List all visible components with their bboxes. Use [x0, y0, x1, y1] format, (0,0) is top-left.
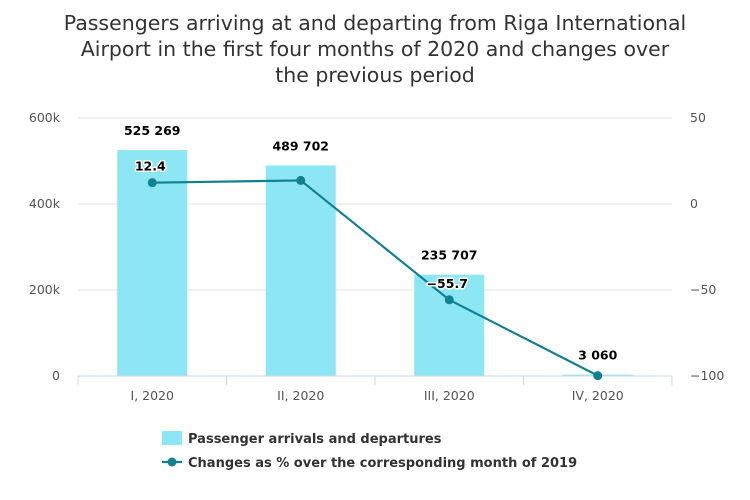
- bar-value-label: 235 707: [421, 248, 478, 263]
- line-point-2[interactable]: [296, 175, 306, 185]
- legend: Passenger arrivals and departures Changes…: [162, 431, 577, 471]
- chart-title-line: Airport in the first four months of 2020…: [81, 37, 670, 61]
- y-right-tick-label: −100: [690, 368, 724, 383]
- legend-item-bars[interactable]: Passenger arrivals and departures: [188, 432, 442, 447]
- legend-item-line[interactable]: Changes as % over the corresponding mont…: [188, 456, 577, 471]
- bar-series: [117, 150, 633, 376]
- bar-2[interactable]: [265, 165, 336, 376]
- chart-title-line: the previous period: [275, 63, 475, 87]
- line-value-label: −55.7: [427, 276, 468, 291]
- line-value-label: 12.4: [135, 159, 166, 174]
- y-left-tick-label: 600k: [29, 110, 61, 125]
- x-tick-label: II, 2020: [277, 388, 324, 403]
- y-right-tick-label: −50: [690, 282, 716, 297]
- x-tick-label: IV, 2020: [572, 388, 624, 403]
- chart-title: Passengers arriving at and departing fro…: [64, 11, 687, 87]
- data-labels: 525 269 489 702 235 707 3 060 12.4 −55.7: [122, 122, 619, 365]
- y-axis-right: −100 −50 0 50: [690, 110, 724, 383]
- line-point-1[interactable]: [147, 178, 157, 188]
- y-left-tick-label: 0: [52, 368, 60, 383]
- y-right-tick-label: 50: [690, 110, 706, 125]
- bar-value-label: 525 269: [124, 123, 181, 138]
- chart-title-line: Passengers arriving at and departing fro…: [64, 11, 687, 35]
- x-tick-label: I, 2020: [131, 388, 174, 403]
- line-point-4[interactable]: [593, 371, 603, 381]
- bar-value-label: 3 060: [578, 348, 617, 363]
- y-right-tick-label: 0: [690, 196, 698, 211]
- line-point-3[interactable]: [444, 295, 454, 305]
- y-left-tick-label: 200k: [29, 282, 61, 297]
- x-tick-label: III, 2020: [424, 388, 475, 403]
- x-axis: I, 2020 II, 2020 III, 2020 IV, 2020: [77, 375, 673, 403]
- legend-bar-swatch[interactable]: [162, 431, 182, 445]
- line-path: [152, 179, 599, 377]
- bar-1[interactable]: [117, 150, 188, 376]
- bar-value-label: 489 702: [272, 138, 329, 153]
- line-series: [147, 175, 603, 381]
- y-left-tick-label: 400k: [29, 196, 61, 211]
- legend-line-marker: [167, 457, 177, 467]
- bar-3[interactable]: [414, 274, 485, 376]
- y-axis-left: 0 200k 400k 600k: [29, 110, 61, 383]
